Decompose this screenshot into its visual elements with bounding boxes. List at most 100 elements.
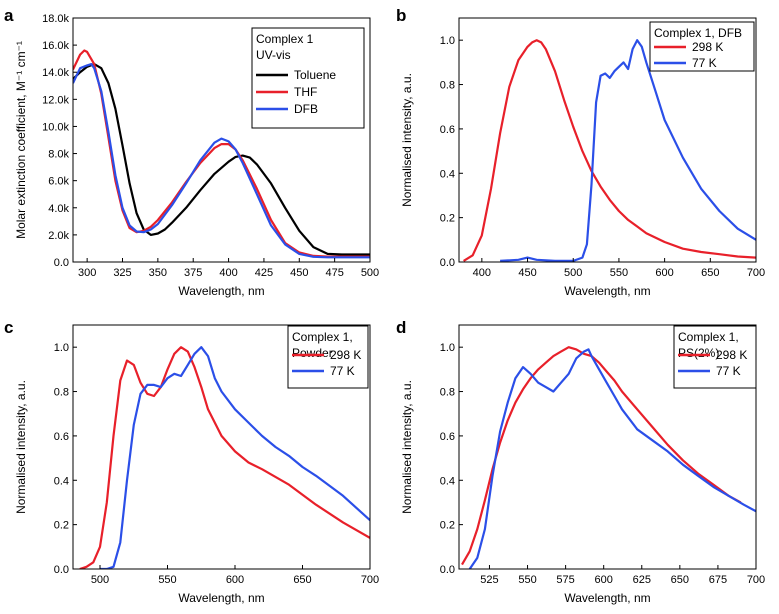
panel-letter: d <box>396 318 406 337</box>
x-tick-label: 650 <box>671 574 689 586</box>
y-tick-label: 0.0 <box>54 257 69 269</box>
y-tick-label: 0.6 <box>440 431 455 443</box>
y-tick-label: 1.0 <box>440 342 455 354</box>
x-tick-label: 700 <box>747 267 765 279</box>
legend-entry: 77 K <box>692 56 717 70</box>
y-tick-label: 1.0 <box>440 35 455 47</box>
legend-title: UV-vis <box>256 48 291 62</box>
y-tick-label: 0.4 <box>54 475 69 487</box>
y-tick-label: 10.0k <box>42 121 69 133</box>
x-tick-label: 400 <box>219 267 237 279</box>
legend-entry: 298 K <box>330 348 361 362</box>
x-tick-label: 550 <box>158 574 176 586</box>
panel-b: b 400 450 500 550 600 650 700 0.0 0.2 0.4 0.6 0.8 1.0… <box>396 6 765 298</box>
y-tick-label: 14.0k <box>42 67 69 79</box>
x-axis-label: Wavelength, nm <box>564 591 650 605</box>
x-tick-label: 700 <box>747 574 765 586</box>
x-tick-label: 475 <box>325 267 343 279</box>
x-tick-label: 675 <box>709 574 727 586</box>
panel-a: a 300 325 350 375 400 425 450 475 500 0.0 2.0k 4.0k 6… <box>4 6 379 298</box>
legend-box <box>287 325 369 389</box>
legend-entry: 77 K <box>330 364 355 378</box>
y-tick-label: 0.8 <box>440 80 455 92</box>
x-tick-label: 650 <box>701 267 719 279</box>
series-line-77-k <box>468 348 756 569</box>
series-line-77-k <box>100 346 370 569</box>
y-tick-label: 0.0 <box>440 257 455 269</box>
legend-title: Complex 1, DFB <box>654 26 742 40</box>
plot-frame <box>458 324 757 570</box>
panel-letter: b <box>396 6 406 25</box>
series-line-298-k <box>463 39 756 262</box>
legend-title: Complex 1, <box>292 330 353 344</box>
y-axis-label: Normalised intensity, a.u. <box>400 73 414 207</box>
series-line-77-k <box>500 39 756 262</box>
x-tick-label: 550 <box>610 267 628 279</box>
legend-entry: DFB <box>294 102 318 116</box>
x-tick-label: 300 <box>78 267 96 279</box>
y-tick-label: 0.8 <box>440 387 455 399</box>
legend-entry: 298 K <box>692 40 723 54</box>
y-tick-label: 0.2 <box>440 520 455 532</box>
x-axis-label: Wavelength, nm <box>178 591 264 605</box>
panel-c: c 500 550 600 650 700 0.0 0.2 0.4 0.6 0.8 1.0 Wavele… <box>4 318 379 605</box>
legend-entry: THF <box>294 85 317 99</box>
y-tick-label: 12.0k <box>42 94 69 106</box>
series-line-298-k <box>461 346 742 566</box>
x-tick-label: 700 <box>361 574 379 586</box>
y-tick-label: 1.0 <box>54 342 69 354</box>
plot-frame <box>72 324 371 570</box>
legend-entry: 77 K <box>716 364 741 378</box>
y-tick-label: 0.2 <box>54 520 69 532</box>
x-tick-label: 600 <box>226 574 244 586</box>
legend-box <box>251 27 365 129</box>
legend-entry: 298 K <box>716 348 747 362</box>
plot-frame <box>458 17 757 263</box>
x-tick-label: 500 <box>361 267 379 279</box>
x-tick-label: 325 <box>113 267 131 279</box>
x-tick-label: 575 <box>556 574 574 586</box>
legend-title: Powder <box>292 346 333 360</box>
y-tick-label: 0.6 <box>440 124 455 136</box>
x-axis-label: Wavelength, nm <box>564 284 650 298</box>
x-tick-label: 400 <box>473 267 491 279</box>
y-tick-label: 0.4 <box>440 168 455 180</box>
y-tick-label: 0.4 <box>440 475 455 487</box>
y-axis-label: Molar extinction coefficient, M⁻¹ cm⁻¹ <box>14 41 28 239</box>
legend-title: PS(2%) <box>678 346 719 360</box>
x-tick-label: 450 <box>290 267 308 279</box>
x-tick-label: 600 <box>655 267 673 279</box>
x-tick-label: 350 <box>149 267 167 279</box>
y-tick-label: 6.0k <box>48 176 69 188</box>
plot-frame <box>72 17 371 263</box>
panel-d: d 525 550 575 600 625 650 675 700 0.0 0.2 0.4 0.6 0.8… <box>396 318 765 605</box>
x-tick-label: 500 <box>564 267 582 279</box>
x-tick-label: 550 <box>518 574 536 586</box>
series-line-298-k <box>79 346 370 569</box>
y-axis-label: Normalised intensity, a.u. <box>14 380 28 514</box>
y-tick-label: 0.8 <box>54 387 69 399</box>
legend-title: Complex 1 <box>256 32 314 46</box>
x-tick-label: 450 <box>518 267 536 279</box>
y-tick-label: 4.0k <box>48 203 69 215</box>
legend-entry: Toluene <box>294 68 336 82</box>
x-axis-label: Wavelength, nm <box>178 284 264 298</box>
x-tick-label: 375 <box>184 267 202 279</box>
y-tick-label: 0.0 <box>440 564 455 576</box>
x-tick-label: 525 <box>480 574 498 586</box>
y-tick-label: 0.0 <box>54 564 69 576</box>
y-tick-label: 0.2 <box>440 213 455 225</box>
legend-box <box>673 325 757 389</box>
series-line-toluene <box>73 62 370 256</box>
x-tick-label: 500 <box>91 574 109 586</box>
y-tick-label: 0.6 <box>54 431 69 443</box>
x-tick-label: 650 <box>293 574 311 586</box>
x-tick-label: 600 <box>595 574 613 586</box>
y-tick-label: 18.0k <box>42 13 69 25</box>
y-axis-label: Normalised intensity, a.u. <box>400 380 414 514</box>
x-tick-label: 625 <box>633 574 651 586</box>
x-tick-label: 425 <box>255 267 273 279</box>
panel-letter: c <box>4 318 13 337</box>
legend-title: Complex 1, <box>678 330 739 344</box>
